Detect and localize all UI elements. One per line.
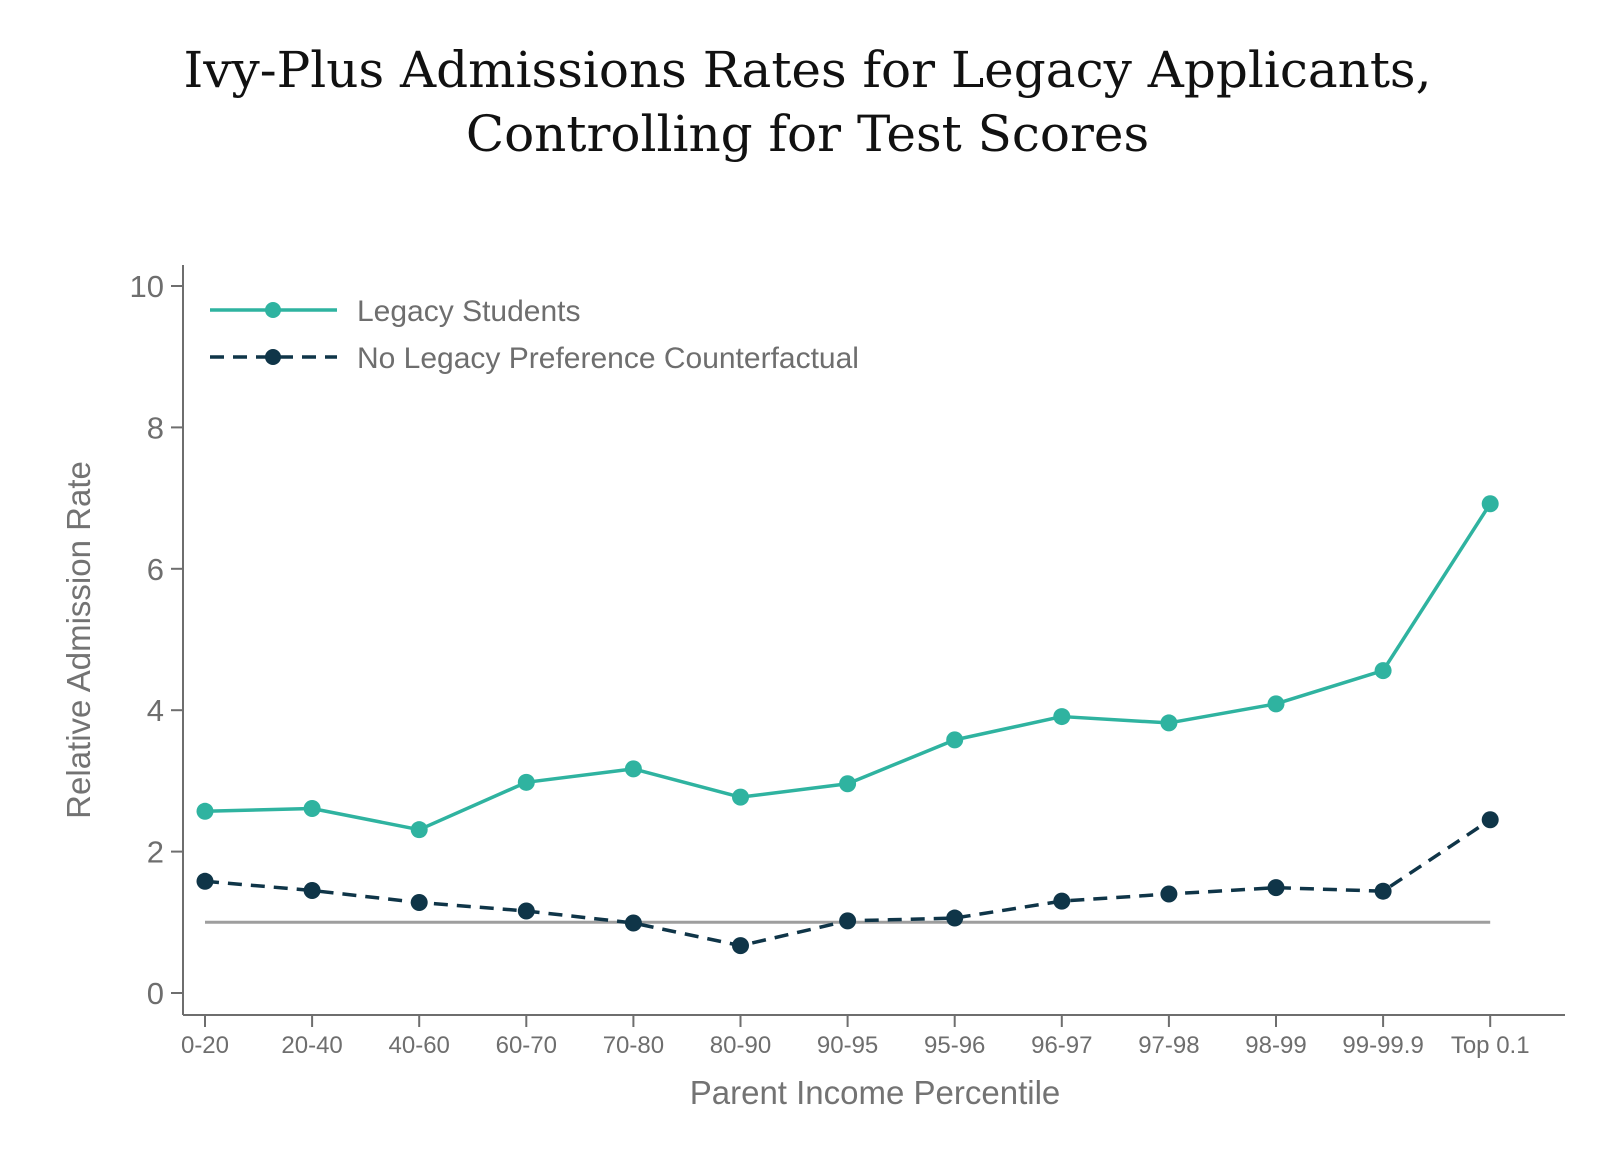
series-legacy-students	[196, 495, 1499, 839]
data-point	[303, 881, 321, 899]
data-point	[839, 775, 857, 793]
data-point	[732, 937, 749, 955]
data-point	[196, 872, 214, 890]
x-tick-label: 70-80	[603, 1032, 664, 1059]
x-tick-label: 60-70	[496, 1032, 557, 1059]
x-tick-label: 98-99	[1245, 1032, 1306, 1059]
x-tick-label: 80-90	[710, 1032, 771, 1059]
data-point	[1374, 882, 1392, 900]
x-tick-label: 20-40	[281, 1032, 342, 1059]
x-axis-label: Parent Income Percentile	[690, 1074, 1061, 1111]
data-point	[1160, 714, 1178, 732]
legend-label-legacy: Legacy Students	[357, 295, 581, 328]
x-tick-label: 99-99.9	[1342, 1032, 1423, 1059]
data-point	[1053, 892, 1071, 910]
data-point	[732, 788, 749, 806]
x-tick-label: 0-20	[181, 1032, 229, 1059]
data-point	[624, 760, 642, 778]
data-point	[517, 773, 535, 791]
legend-label-counterfactual: No Legacy Preference Counterfactual	[357, 342, 859, 375]
y-tick-label: 6	[147, 552, 164, 587]
x-tick-label: Top 0.1	[1451, 1032, 1530, 1059]
data-point	[1267, 879, 1285, 897]
chart-title-line-2: Controlling for Test Scores	[465, 105, 1150, 163]
data-point	[1053, 708, 1071, 726]
x-tick-label: 95-96	[924, 1032, 985, 1059]
data-point	[1160, 885, 1178, 903]
series-layer	[196, 495, 1499, 955]
x-tick-label: 96-97	[1031, 1032, 1092, 1059]
y-ticks: 0 2 4 6 8 10	[130, 269, 183, 1011]
y-tick-label: 2	[147, 835, 164, 870]
data-point	[946, 909, 964, 927]
legend: Legacy Students No Legacy Preference Cou…	[210, 295, 859, 375]
data-point	[303, 799, 321, 817]
x-tick-label: 97-98	[1138, 1032, 1199, 1059]
x-tick-label: 40-60	[389, 1032, 450, 1059]
data-point	[946, 731, 964, 749]
y-tick-label: 10	[130, 269, 164, 304]
chart-title-line-1: Ivy-Plus Admissions Rates for Legacy App…	[183, 41, 1432, 99]
y-tick-label: 8	[147, 410, 164, 445]
x-tick-label: 90-95	[817, 1032, 878, 1059]
y-tick-label: 0	[147, 976, 164, 1011]
axes	[182, 265, 1565, 1016]
data-point	[1481, 811, 1499, 829]
data-point	[1267, 695, 1285, 713]
data-point	[1374, 662, 1392, 680]
data-point	[1481, 495, 1499, 513]
legend-marker-counterfactual	[265, 349, 281, 365]
chart-title: Ivy-Plus Admissions Rates for Legacy App…	[0, 38, 1615, 166]
data-point	[410, 821, 428, 839]
data-point	[839, 912, 857, 930]
x-ticks: 0-20 20-40 40-60 60-70 70-80 80-90 90-95 95-96 9…	[181, 1015, 1530, 1059]
data-point	[196, 802, 214, 820]
data-point	[517, 902, 535, 920]
y-axis-label: Relative Admission Rate	[60, 461, 97, 819]
legend-marker-legacy	[265, 302, 281, 318]
legend-item-counterfactual: No Legacy Preference Counterfactual	[210, 342, 859, 375]
legend-item-legacy: Legacy Students	[210, 295, 581, 328]
y-tick-label: 4	[147, 693, 164, 728]
series-no-legacy-counterfactual	[196, 811, 1499, 955]
data-point	[410, 894, 428, 912]
data-point	[624, 914, 642, 932]
